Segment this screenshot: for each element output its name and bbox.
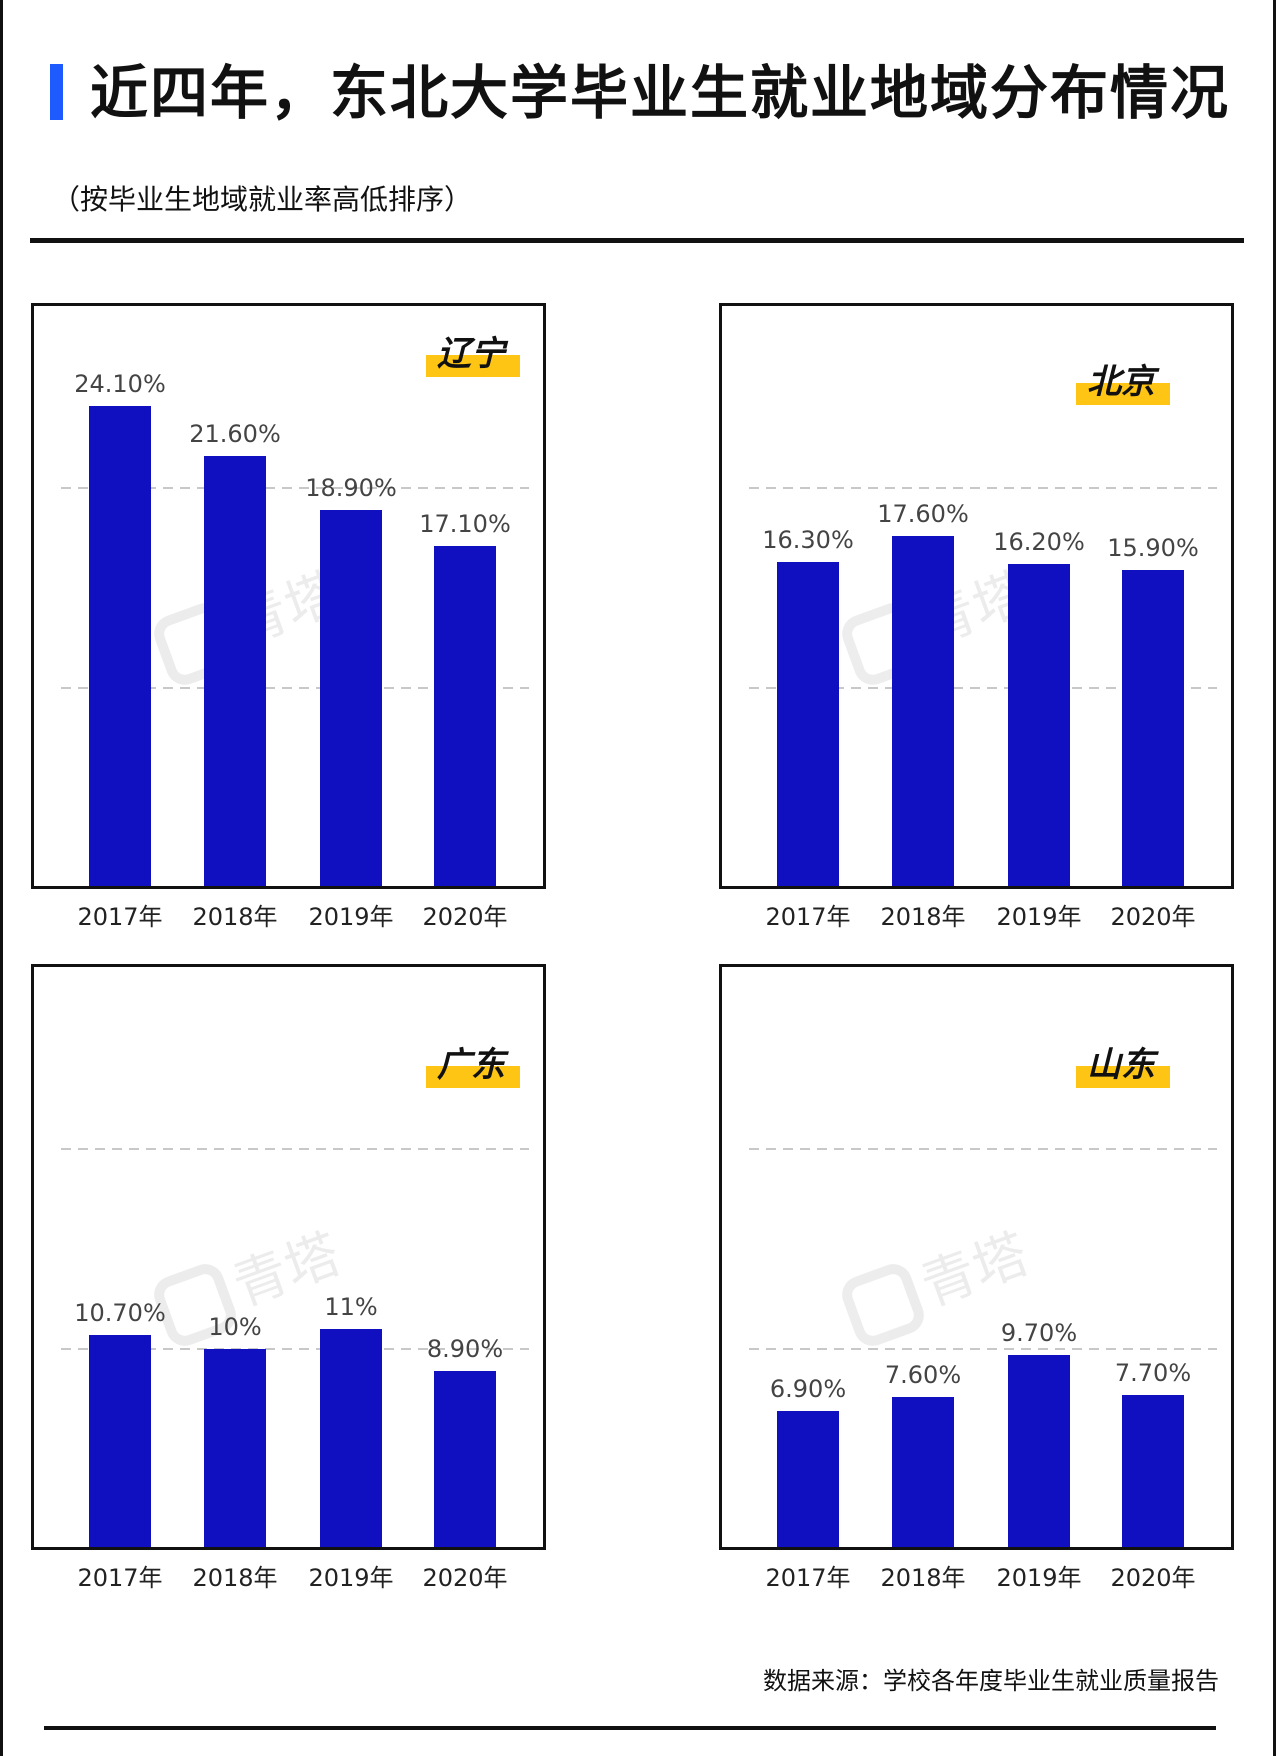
data-source-note: 数据来源：学校各年度毕业生就业质量报告: [763, 1667, 1219, 1695]
x-tick-label: 2018年: [880, 1564, 965, 1592]
x-tick-label: 2017年: [765, 903, 850, 931]
data-label: 16.20%: [993, 528, 1085, 556]
x-tick-label: 2020年: [422, 1564, 507, 1592]
chart-frame: [719, 303, 1234, 889]
data-label: 10.70%: [74, 1299, 166, 1327]
data-label: 7.60%: [885, 1361, 961, 1389]
bar-2019年: [1008, 1355, 1070, 1549]
bar-chart: 青塔24.10%2017年21.60%2018年18.90%2019年17.10…: [31, 303, 546, 931]
title-accent-bar: [50, 64, 63, 120]
bar-2019年: [320, 1329, 382, 1549]
page-subtitle: （按毕业生地域就业率高低排序）: [52, 183, 473, 216]
x-tick-label: 2017年: [77, 903, 162, 931]
x-tick-label: 2020年: [1110, 903, 1195, 931]
data-label: 8.90%: [427, 1335, 503, 1363]
top-divider: [30, 238, 1244, 243]
bar-chart: 青塔 6.90% 2017年 7.60% 2018年 9.70% 2019年 7.70% 202…: [719, 964, 1234, 1592]
bar-2019年: [320, 510, 382, 888]
data-label: 17.10%: [419, 510, 511, 538]
watermark-logo-icon: [154, 1264, 236, 1346]
data-label: 18.90%: [305, 474, 397, 502]
x-tick-label: 2019年: [996, 903, 1081, 931]
bar-2017年: [777, 562, 839, 888]
bar-2019年: [1008, 564, 1070, 888]
data-label: 15.90%: [1107, 534, 1199, 562]
bar-2017年: [777, 1411, 839, 1549]
data-label: 10%: [208, 1313, 261, 1341]
bar-2017年: [89, 406, 151, 888]
region-tag: 山东: [1087, 1045, 1155, 1085]
region-tag-highlight: [426, 355, 520, 377]
bottom-divider: [44, 1726, 1216, 1730]
chart-panel-guangdong: 青塔 10.70% 2017年 10% 2018年 11% 2019年 8.90% 2020年 …: [31, 964, 551, 1604]
x-tick-label: 2018年: [192, 903, 277, 931]
bar-2020年: [434, 1371, 496, 1549]
bar-2018年: [204, 1349, 266, 1549]
chart-panel-liaoning: 青塔 24.10% 2017年 21.60% 2018年 18.90% 2019年 17.10…: [31, 303, 551, 943]
data-label: 16.30%: [762, 526, 854, 554]
bar-2018年: [892, 1397, 954, 1549]
x-tick-label: 2020年: [1110, 1564, 1195, 1592]
region-tag-highlight: [1076, 383, 1170, 405]
bar-2020年: [434, 546, 496, 888]
data-label: 6.90%: [770, 1375, 846, 1403]
data-label: 17.60%: [877, 500, 969, 528]
watermark-logo-icon: [842, 1264, 924, 1346]
chart-panel-beijing: 青塔 16.30% 2017年 17.60% 2018年 16.20% 2019年 15.90…: [719, 303, 1239, 943]
region-tag: 广东: [437, 1045, 505, 1085]
data-label: 11%: [324, 1293, 377, 1321]
bar-chart: 青塔16.30%2017年17.60%2018年16.20%2019年15.90…: [719, 303, 1234, 931]
chart-panel-shandong: 青塔 6.90% 2017年 7.60% 2018年 9.70% 2019年 7.70% 202…: [719, 964, 1239, 1604]
x-tick-label: 2019年: [308, 903, 393, 931]
x-tick-label: 2017年: [765, 1564, 850, 1592]
chart-frame: [31, 964, 546, 1550]
x-tick-label: 2020年: [422, 903, 507, 931]
chart-frame: [719, 964, 1234, 1550]
bar-2018年: [892, 536, 954, 888]
data-label: 24.10%: [74, 370, 166, 398]
watermark-text: 青塔: [913, 1222, 1036, 1318]
chart-frame: [31, 303, 546, 889]
x-tick-label: 2017年: [77, 1564, 162, 1592]
data-label: 7.70%: [1115, 1359, 1191, 1387]
x-tick-label: 2019年: [308, 1564, 393, 1592]
bar-2020年: [1122, 570, 1184, 888]
x-tick-label: 2018年: [192, 1564, 277, 1592]
region-tag-highlight: [1076, 1066, 1170, 1088]
region-tag: 辽宁: [437, 334, 505, 374]
x-tick-label: 2018年: [880, 903, 965, 931]
bar-2017年: [89, 1335, 151, 1549]
region-tag: 北京: [1087, 362, 1155, 402]
bar-2020年: [1122, 1395, 1184, 1549]
data-label: 9.70%: [1001, 1319, 1077, 1347]
page-title: 近四年，东北大学毕业生就业地域分布情况: [90, 59, 1231, 127]
data-label: 21.60%: [189, 420, 281, 448]
bar-2018年: [204, 456, 266, 888]
x-tick-label: 2019年: [996, 1564, 1081, 1592]
region-tag-highlight: [426, 1066, 520, 1088]
